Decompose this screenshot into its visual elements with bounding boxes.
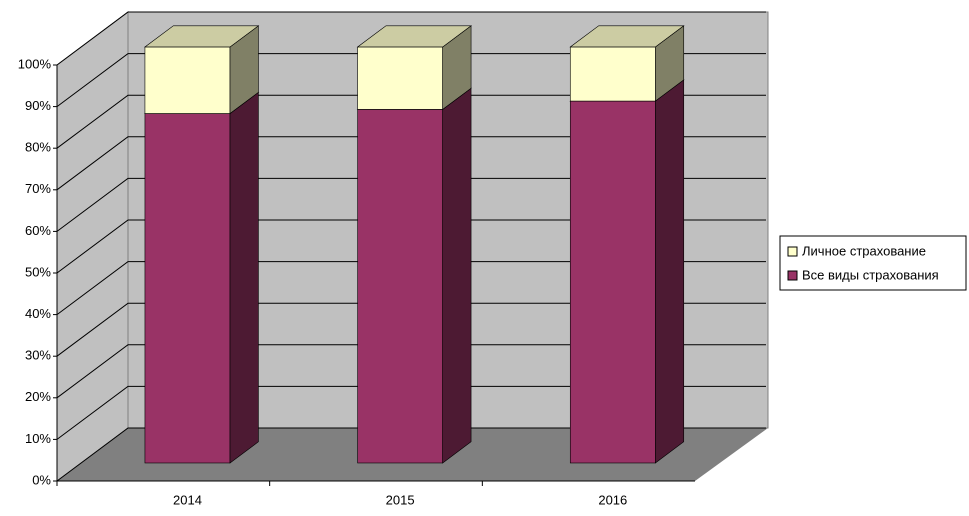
bar-side: [655, 79, 685, 464]
bar-front: [357, 109, 443, 464]
grid-line: [56, 177, 766, 232]
grid-line: [56, 261, 766, 316]
y-tick-label: 0%: [32, 472, 51, 487]
grid-line: [56, 94, 766, 149]
x-tick-label: 2014: [173, 492, 202, 507]
bar-side: [442, 87, 472, 464]
bar-top: [569, 25, 685, 48]
legend-label: Личное страхование: [802, 243, 926, 258]
bar-front: [144, 113, 231, 464]
legend-label: Все виды страхования: [802, 267, 939, 282]
legend-swatch: [787, 246, 798, 257]
y-tick-label: 20%: [25, 389, 51, 404]
y-tick-label: 10%: [25, 431, 51, 446]
x-tick-label: 2015: [386, 492, 415, 507]
grid-line: [56, 427, 766, 482]
grid-line: [56, 53, 766, 108]
legend-swatch: [787, 270, 798, 281]
grid-line: [56, 385, 766, 440]
bar-front: [569, 100, 656, 464]
x-tick-label: 2016: [598, 492, 627, 507]
y-tick-label: 30%: [25, 348, 51, 363]
y-tick-label: 80%: [25, 140, 51, 155]
y-tick-label: 100%: [18, 56, 52, 71]
grid-line: [56, 136, 766, 191]
bar-top: [144, 25, 260, 48]
y-tick-label: 50%: [25, 264, 51, 279]
bar-side: [229, 91, 259, 464]
legend: [779, 235, 967, 291]
y-tick-label: 90%: [25, 98, 51, 113]
grid-line: [56, 344, 766, 399]
grid-line: [56, 11, 766, 66]
bar-front: [144, 46, 231, 114]
bar-front: [569, 46, 656, 102]
y-tick-label: 60%: [25, 223, 51, 238]
grid-line: [56, 302, 766, 357]
grid-line: [56, 219, 766, 274]
y-tick-label: 70%: [25, 181, 51, 196]
bar-top: [356, 25, 472, 48]
y-tick-label: 40%: [25, 306, 51, 321]
bar-front: [357, 46, 443, 110]
